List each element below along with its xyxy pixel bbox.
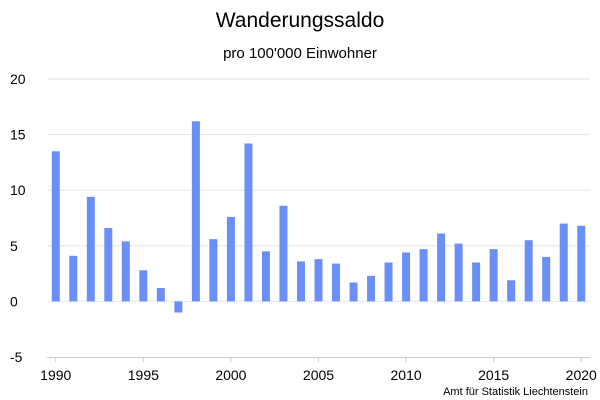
- bar: [384, 262, 393, 302]
- y-tick-label: 10: [10, 182, 26, 198]
- x-tick-label: 2000: [215, 367, 246, 383]
- bar: [261, 251, 270, 302]
- bar: [437, 233, 446, 302]
- x-tick-label: 1995: [128, 367, 159, 383]
- chart-title: Wanderungssaldo: [216, 9, 385, 32]
- bar: [174, 301, 183, 313]
- bar: [577, 225, 586, 302]
- bar: [402, 252, 411, 302]
- bar: [349, 282, 358, 302]
- bar: [542, 256, 551, 302]
- bar: [51, 151, 60, 302]
- bar: [244, 143, 253, 302]
- x-tick-label: 2015: [478, 367, 509, 383]
- y-tick-label: 15: [10, 127, 26, 143]
- bar: [332, 263, 341, 302]
- x-axis-ticks: 1990 1995 2000 2005 2010 2015 2020: [40, 357, 597, 383]
- bar: [314, 259, 323, 302]
- gridlines: [47, 78, 590, 302]
- bar: [104, 228, 113, 302]
- y-tick-label: 5: [10, 238, 18, 254]
- bar: [472, 262, 481, 302]
- bar: [69, 255, 78, 302]
- chart-subtitle: pro 100'000 Einwohner: [223, 45, 377, 62]
- x-tick-label: 2010: [391, 367, 422, 383]
- y-tick-label: 0: [10, 293, 18, 309]
- bar: [489, 249, 498, 302]
- x-tick-label: 1990: [40, 367, 71, 383]
- bar: [121, 241, 130, 302]
- bar: [507, 280, 516, 302]
- bar: [156, 288, 165, 302]
- y-axis-ticks: -5 0 5 10 15 20: [10, 71, 26, 365]
- bar: [524, 240, 533, 302]
- bar: [367, 275, 376, 302]
- bar: [279, 205, 288, 302]
- y-tick-label: 20: [10, 71, 26, 87]
- x-tick-label: 2020: [566, 367, 597, 383]
- bar: [559, 223, 568, 302]
- bar: [226, 216, 235, 302]
- bar: [191, 121, 200, 302]
- bar: [296, 261, 305, 302]
- bar: [454, 243, 463, 302]
- source-note: Amt für Statistik Liechtenstein: [443, 386, 588, 398]
- y-tick-label: -5: [10, 349, 23, 365]
- bar: [209, 239, 218, 302]
- bar: [139, 270, 148, 302]
- bar: [86, 196, 95, 302]
- bars: [51, 121, 586, 313]
- x-tick-label: 2005: [303, 367, 334, 383]
- bar: [419, 249, 428, 302]
